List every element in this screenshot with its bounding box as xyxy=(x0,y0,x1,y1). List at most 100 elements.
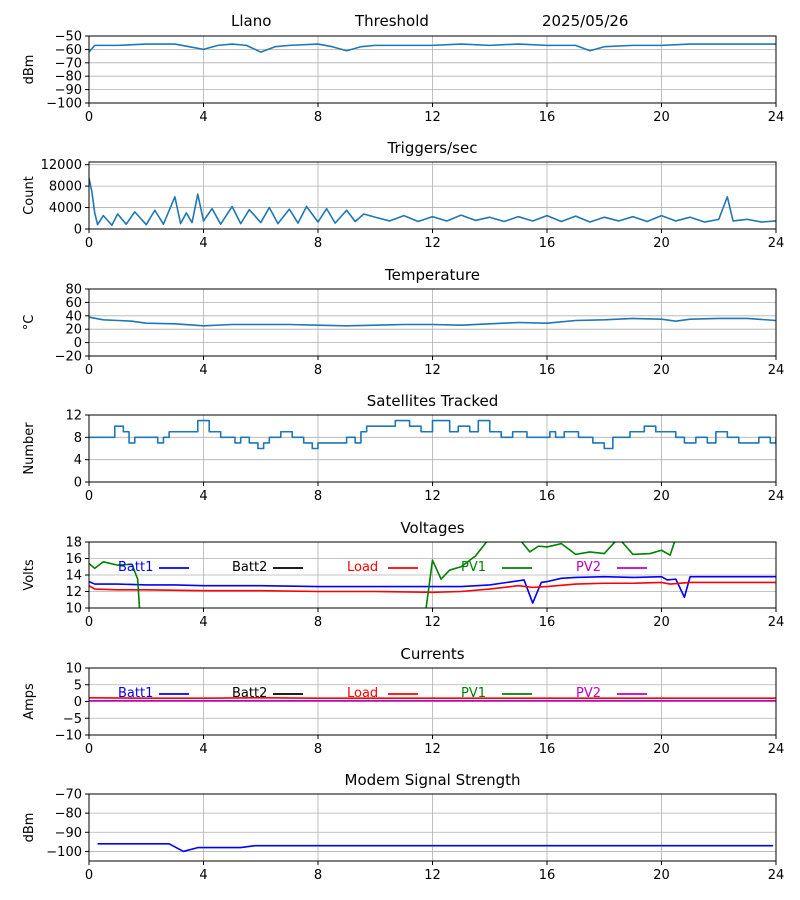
x-tick-label: 16 xyxy=(539,363,556,378)
series-line-data xyxy=(89,419,776,450)
x-tick-label: 20 xyxy=(653,868,670,883)
x-tick-label: 0 xyxy=(85,742,93,757)
x-tick-label: 12 xyxy=(424,110,441,125)
x-tick-label: 20 xyxy=(653,110,670,125)
series-line-data xyxy=(89,43,776,53)
y-tick-label: 0 xyxy=(74,476,82,491)
x-tick-label: 0 xyxy=(85,489,93,504)
x-tick-label: 16 xyxy=(539,615,556,630)
y-tick-label: 16 xyxy=(65,552,82,567)
y-axis-label: Volts xyxy=(22,559,37,591)
y-tick-label: 18 xyxy=(65,536,82,551)
x-tick-label: 4 xyxy=(199,489,207,504)
x-tick-label: 8 xyxy=(314,489,322,504)
x-tick-label: 0 xyxy=(85,110,93,125)
series-group xyxy=(97,842,774,853)
x-tick-label: 20 xyxy=(653,742,670,757)
panel-6: 0 4 8 12 16 20 24 −100 −90 −80 −70 Modem Signal Str… xyxy=(22,771,784,883)
x-tick-label: 12 xyxy=(424,489,441,504)
y-tick-label: 4000 xyxy=(49,201,82,216)
panel-0: 0 4 8 12 16 20 24 −100−90−80−70−60−50 dBm xyxy=(22,30,784,126)
x-tick-label: 20 xyxy=(653,615,670,630)
x-tick-label: 12 xyxy=(424,236,441,251)
y-tick-label: −100 xyxy=(46,845,82,860)
x-tick-label: 4 xyxy=(199,742,207,757)
x-tick-label: 4 xyxy=(199,363,207,378)
chart-title: Modem Signal Strength xyxy=(345,771,521,789)
x-tick-label: 8 xyxy=(314,615,322,630)
y-tick-label: 8 xyxy=(74,431,82,446)
x-tick-label: 16 xyxy=(539,868,556,883)
legend-label: PV1 xyxy=(461,560,486,575)
y-tick-label: 10 xyxy=(65,602,82,617)
x-tick-label: 4 xyxy=(199,110,207,125)
chart-title: Currents xyxy=(400,645,464,663)
x-tick-label: 8 xyxy=(314,236,322,251)
series-group xyxy=(89,542,776,608)
x-tick-label: 12 xyxy=(424,363,441,378)
y-tick-label: −80 xyxy=(55,70,82,85)
x-tick-label: 24 xyxy=(768,615,785,630)
x-tick-label: 8 xyxy=(314,868,322,883)
y-tick-label: −60 xyxy=(55,43,82,58)
series-group xyxy=(89,419,776,450)
series-line-pv1 xyxy=(89,542,676,608)
x-tick-label: 8 xyxy=(314,742,322,757)
y-axis-label: Count xyxy=(22,176,37,215)
y-axis-label: dBm xyxy=(22,813,37,843)
series-group xyxy=(89,697,776,702)
y-tick-label: 12000 xyxy=(41,158,82,173)
y-tick-label: −80 xyxy=(55,807,82,822)
x-tick-label: 24 xyxy=(768,489,785,504)
header-date: 2025/05/26 xyxy=(542,12,629,30)
y-tick-label: −5 xyxy=(63,712,82,727)
header-site: Llano xyxy=(231,12,272,30)
y-tick-label: 40 xyxy=(65,309,82,324)
y-tick-label: 80 xyxy=(65,283,82,298)
series-line-load xyxy=(89,581,776,594)
x-tick-label: 16 xyxy=(539,110,556,125)
y-tick-label: 0 xyxy=(74,695,82,710)
legend-label: Batt2 xyxy=(232,686,267,701)
x-tick-label: 12 xyxy=(424,742,441,757)
legend-label: Load xyxy=(347,686,378,701)
series-group xyxy=(89,316,776,327)
x-tick-label: 8 xyxy=(314,110,322,125)
y-tick-label: 8000 xyxy=(49,180,82,195)
series-line-data xyxy=(97,842,774,853)
y-tick-label: −100 xyxy=(46,97,82,112)
y-tick-label: −50 xyxy=(55,30,82,45)
x-tick-label: 24 xyxy=(768,742,785,757)
y-tick-label: 0 xyxy=(74,223,82,238)
series-line-data xyxy=(89,316,776,327)
x-tick-label: 0 xyxy=(85,363,93,378)
x-tick-label: 20 xyxy=(653,236,670,251)
header-mode: Threshold xyxy=(355,12,429,30)
panel-3: 0 4 8 12 16 20 24 0 4 8 12 Satellites Tracked Number xyxy=(22,392,784,504)
legend-label: Load xyxy=(347,560,378,575)
legend-label: Batt1 xyxy=(118,560,153,575)
x-tick-label: 0 xyxy=(85,236,93,251)
y-tick-label: 5 xyxy=(74,678,82,693)
series-line-batt1 xyxy=(89,575,776,604)
x-tick-label: 0 xyxy=(85,615,93,630)
legend-label: PV2 xyxy=(576,560,601,575)
x-tick-label: 4 xyxy=(199,615,207,630)
x-tick-label: 20 xyxy=(653,489,670,504)
x-tick-label: 12 xyxy=(424,615,441,630)
y-axis-label: dBm xyxy=(22,55,37,85)
chart-title: Satellites Tracked xyxy=(367,392,498,410)
y-tick-label: 10 xyxy=(65,662,82,677)
y-tick-label: 12 xyxy=(65,409,82,424)
y-tick-label: −70 xyxy=(55,56,82,71)
y-tick-label: −90 xyxy=(55,826,82,841)
panel-1: 0 4 8 12 16 20 24 0 4000 8000 12000 Triggers/sec Cou… xyxy=(22,139,784,251)
legend-label: PV2 xyxy=(576,686,601,701)
x-tick-label: 24 xyxy=(768,363,785,378)
series-line-data xyxy=(89,177,776,227)
x-tick-label: 24 xyxy=(768,868,785,883)
y-tick-label: −10 xyxy=(55,729,82,744)
